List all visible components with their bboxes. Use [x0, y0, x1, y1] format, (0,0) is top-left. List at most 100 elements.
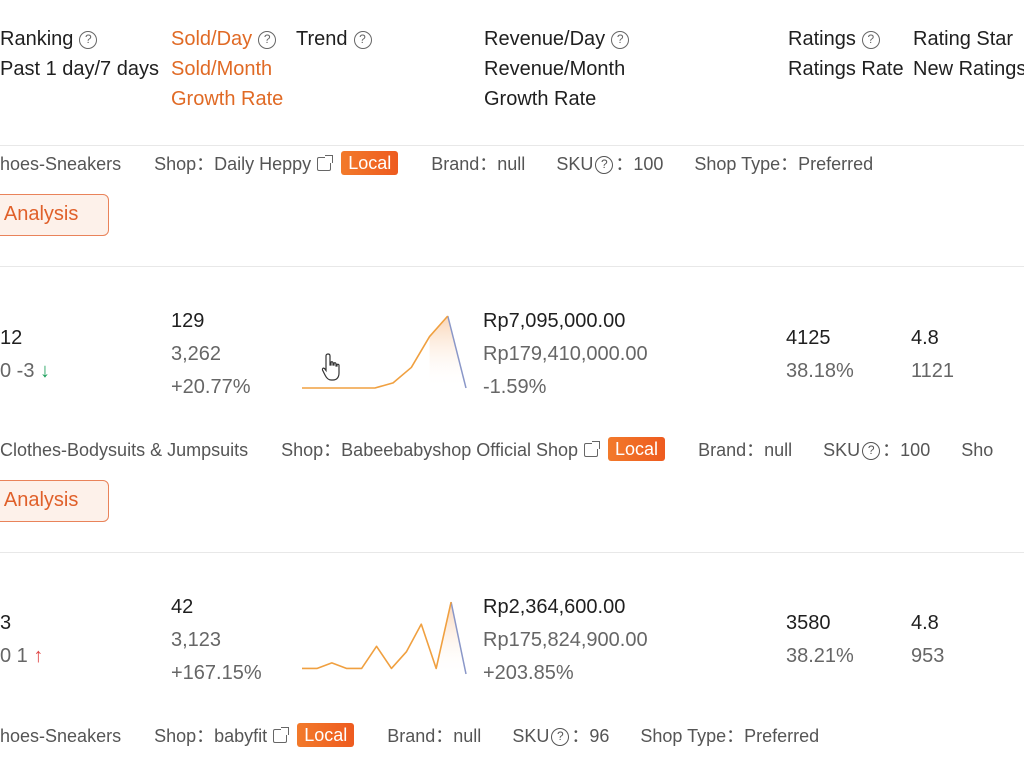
sku-value: 96 [589, 726, 610, 746]
shop-label: Shop： [154, 726, 215, 746]
brand-label: Brand： [698, 440, 765, 460]
shop-type-value: Preferred [798, 154, 874, 174]
arrow-down-icon: ↓ [40, 360, 51, 382]
trend-sparkline[interactable] [300, 596, 470, 678]
sold-month-value: 3,262 [171, 343, 222, 365]
analysis-button[interactable]: l Analysis [0, 194, 109, 236]
new-ratings-value: 1121 [911, 360, 955, 382]
analysis-button-label: l Analysis [0, 203, 79, 225]
revenue-day-value: Rp2,364,600.00 [483, 596, 626, 618]
product-meta-row: hoes-Sneakers Shop：Daily Heppy Local Bran… [0, 150, 873, 176]
help-icon[interactable]: ? [861, 31, 880, 49]
sku-label: SKU [556, 154, 594, 174]
new-ratings-value: 953 [911, 645, 945, 667]
revenue-growth-header[interactable]: Growth Rate [484, 88, 597, 110]
category-label: Clothes-Bodysuits & Jumpsuits [0, 440, 249, 460]
ranking-period-label: Past 1 day/7 days [0, 58, 159, 80]
row-divider [0, 552, 1024, 553]
revenue-growth-value: +203.85% [483, 662, 574, 684]
sold-day-label: Sold/Day [171, 28, 253, 50]
ranking-label: Ranking [0, 28, 74, 50]
sku-value: 100 [900, 440, 931, 460]
trend-line [302, 601, 452, 670]
ratings-value: 3580 [786, 612, 831, 634]
category-label: hoes-Sneakers [0, 154, 122, 174]
analysis-button-label: l Analysis [0, 489, 79, 511]
sold-day-header[interactable]: Sold/Day? [171, 28, 277, 51]
external-link-icon[interactable] [584, 441, 601, 457]
shop-name-link[interactable]: babyfit [214, 726, 268, 746]
revenue-month-value: Rp175,824,900.00 [483, 629, 648, 651]
shop-name-link[interactable]: Daily Heppy [214, 154, 312, 174]
revenue-day-value: Rp7,095,000.00 [483, 310, 626, 332]
ratings-header[interactable]: Ratings? [788, 28, 880, 51]
category-label: hoes-Sneakers [0, 726, 122, 746]
external-link-icon[interactable] [273, 727, 290, 743]
shop-type-value: Preferred [744, 726, 820, 746]
rank-value: 12 [0, 327, 23, 349]
brand-value: null [453, 726, 482, 746]
trend-peak-area [429, 316, 466, 388]
help-icon[interactable]: ? [551, 728, 570, 746]
trend-sparkline[interactable] [300, 310, 470, 392]
sku-colon: ： [571, 726, 590, 746]
sku-label: SKU [512, 726, 550, 746]
local-badge: Local [608, 437, 666, 461]
help-icon[interactable]: ? [79, 31, 98, 49]
revenue-day-label: Revenue/Day [484, 28, 606, 50]
brand-label: Brand： [387, 726, 454, 746]
help-icon[interactable]: ? [353, 31, 372, 49]
ratings-value: 4125 [786, 327, 831, 349]
trend-peak-area [436, 602, 466, 674]
header-divider [0, 145, 1024, 146]
ratings-rate-value: 38.21% [786, 645, 854, 667]
ratings-rate-value: 38.18% [786, 360, 854, 382]
rating-star-value: 4.8 [911, 612, 939, 634]
sold-day-value: 42 [171, 596, 194, 618]
revenue-month-header[interactable]: Revenue/Month [484, 58, 626, 80]
rank-change-value: 0 1 [0, 645, 28, 667]
local-badge: Local [297, 723, 355, 747]
revenue-month-value: Rp179,410,000.00 [483, 343, 648, 365]
trend-label: Trend [296, 28, 348, 50]
shop-label: Shop： [154, 154, 215, 174]
shop-type-label: Shop Type： [640, 726, 745, 746]
sku-label: SKU [823, 440, 861, 460]
sold-month-value: 3,123 [171, 629, 222, 651]
growth-rate-value: +20.77% [171, 376, 251, 398]
analysis-button[interactable]: l Analysis [0, 480, 109, 522]
external-link-icon[interactable] [317, 155, 334, 171]
shop-type-label: Shop Type： [694, 154, 799, 174]
row-divider [0, 266, 1024, 267]
sku-value: 100 [633, 154, 664, 174]
brand-value: null [497, 154, 526, 174]
brand-value: null [764, 440, 793, 460]
product-meta-row: hoes-Sneakers Shop：babyfit Local Brand：nu… [0, 722, 819, 748]
trend-drop-line [450, 601, 467, 675]
sold-month-header[interactable]: Sold/Month [171, 58, 273, 80]
rank-change: 0 -3 ↓ [0, 360, 50, 383]
growth-rate-header[interactable]: Growth Rate [171, 88, 284, 110]
ratings-label: Ratings [788, 28, 856, 50]
product-meta-row: Clothes-Bodysuits & Jumpsuits Shop：Babee… [0, 436, 993, 462]
help-icon[interactable]: ? [595, 156, 614, 174]
rank-change: 0 1 ↑ [0, 645, 43, 668]
help-icon[interactable]: ? [862, 442, 881, 460]
growth-rate-value: +167.15% [171, 662, 262, 684]
rating-star-header[interactable]: Rating Star [913, 28, 1014, 50]
trend-drop-line [447, 315, 467, 389]
brand-label: Brand： [431, 154, 498, 174]
ratings-rate-header[interactable]: Ratings Rate [788, 58, 904, 80]
sku-colon: ： [615, 154, 634, 174]
help-icon[interactable]: ? [258, 31, 277, 49]
help-icon[interactable]: ? [611, 31, 630, 49]
ranking-header[interactable]: Ranking? [0, 28, 98, 51]
rank-value: 3 [0, 612, 12, 634]
local-badge: Local [341, 151, 399, 175]
revenue-growth-value: -1.59% [483, 376, 547, 398]
sku-colon: ： [882, 440, 901, 460]
new-ratings-header[interactable]: New Ratings [913, 58, 1024, 80]
revenue-day-header[interactable]: Revenue/Day? [484, 28, 630, 51]
hand-cursor-icon [321, 353, 340, 381]
shop-name-link[interactable]: Babeebabyshop Official Shop [341, 440, 579, 460]
